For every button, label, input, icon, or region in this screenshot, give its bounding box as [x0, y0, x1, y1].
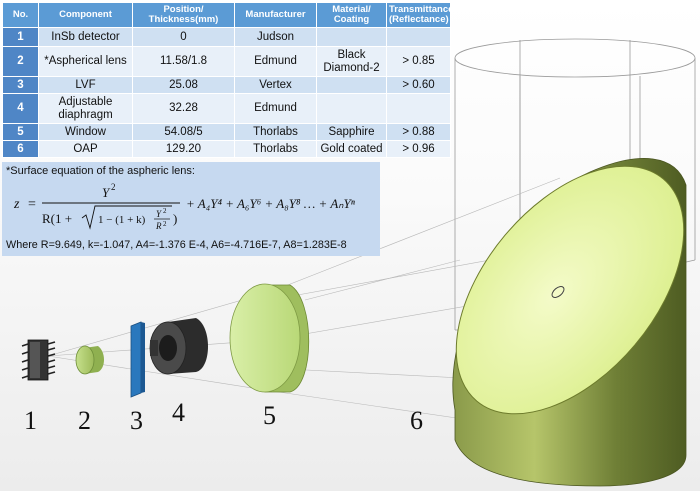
component-table: No. Component Position/ Thickness(mm) Ma… [2, 2, 453, 158]
adjustable-diaphragm [149, 318, 208, 375]
equation-parameters: Where R=9.649, k=-1.047, A4=-1.376 E-4, … [6, 239, 347, 251]
header-position: Position/ Thickness(mm) [132, 2, 235, 28]
transmittance-cell [386, 27, 451, 47]
manufacturer-cell: Thorlabs [234, 140, 317, 158]
label-component-2: 2 [78, 406, 91, 435]
lvf-filter [130, 321, 145, 398]
header-material: Material/ Coating [316, 2, 387, 28]
header-transmittance: Transmittance (Reflectance) [386, 2, 453, 28]
component-cell: *Aspherical lens [38, 46, 133, 77]
position-cell: 0 [132, 27, 235, 47]
label-component-3: 3 [130, 406, 143, 435]
equation-note: *Surface equation of the aspheric lens: [6, 165, 195, 177]
material-cell [316, 76, 387, 94]
eq-sqrt-sign [81, 205, 172, 230]
header-no: No. [2, 2, 39, 28]
eq-inner-den-exp: 2 [163, 220, 167, 228]
row-number: 6 [2, 140, 39, 158]
manufacturer-cell: Edmund [234, 46, 317, 77]
material-cell: Black Diamond-2 [316, 46, 387, 77]
equation-box: *Surface equation of the aspheric lens: … [2, 162, 380, 256]
position-cell: 54.08/5 [132, 123, 235, 141]
eq-inner-num: Y [156, 209, 162, 219]
component-cell: LVF [38, 76, 133, 94]
table-row: 3 LVF 25.08 Vertex > 0.60 [2, 76, 451, 94]
oap-mirror [452, 158, 687, 487]
manufacturer-cell: Vertex [234, 76, 317, 94]
eq-numerator-exp: 2 [111, 182, 116, 192]
aspherical-lens [75, 345, 104, 375]
eq-denominator-start: R(1 + [42, 211, 72, 226]
material-cell [316, 93, 387, 124]
component-cell: OAP [38, 140, 133, 158]
material-cell: Gold coated [316, 140, 387, 158]
transmittance-cell [386, 93, 451, 124]
aspheric-equation: z = Y 2 R(1 + 1 − (1 + k) Y 2 R 2 ) + A₄… [13, 182, 356, 231]
material-cell [316, 27, 387, 47]
label-component-5: 5 [263, 401, 276, 430]
row-number: 3 [2, 76, 39, 94]
label-component-6: 6 [410, 406, 423, 435]
manufacturer-cell: Judson [234, 27, 317, 47]
eq-sqrt-content: 1 − (1 + k) [98, 214, 146, 226]
transmittance-cell: > 0.96 [386, 140, 451, 158]
header-manufacturer: Manufacturer [234, 2, 317, 28]
row-number: 4 [2, 93, 39, 124]
position-cell: 11.58/1.8 [132, 46, 235, 77]
manufacturer-cell: Thorlabs [234, 123, 317, 141]
table-row: 5 Window 54.08/5 Thorlabs Sapphire > 0.8… [2, 123, 451, 141]
manufacturer-cell: Edmund [234, 93, 317, 124]
table-row: 6 OAP 129.20 Thorlabs Gold coated > 0.96 [2, 140, 451, 158]
eq-numerator: Y [102, 185, 111, 200]
table-row: 2 *Aspherical lens 11.58/1.8 Edmund Blac… [2, 46, 451, 77]
eq-equals: = [28, 197, 36, 212]
position-cell: 129.20 [132, 140, 235, 158]
component-cell: Window [38, 123, 133, 141]
row-number: 1 [2, 27, 39, 47]
material-cell: Sapphire [316, 123, 387, 141]
position-cell: 32.28 [132, 93, 235, 124]
header-component: Component [38, 2, 133, 28]
transmittance-cell: > 0.85 [386, 46, 451, 77]
row-number: 5 [2, 123, 39, 141]
row-number: 2 [2, 46, 39, 77]
table-row: 4 Adjustable diaphragm 32.28 Edmund [2, 93, 451, 124]
eq-inner-den: R [155, 221, 162, 231]
component-cell: InSb detector [38, 27, 133, 47]
table-header-row: No. Component Position/ Thickness(mm) Ma… [2, 2, 453, 28]
table-row: 1 InSb detector 0 Judson [2, 27, 451, 47]
label-component-1: 1 [24, 406, 37, 435]
window-component [229, 283, 310, 393]
transmittance-cell: > 0.88 [386, 123, 451, 141]
position-cell: 25.08 [132, 76, 235, 94]
eq-close-paren: ) [173, 211, 177, 226]
eq-polynomial-terms: + A₄Y⁴ + A₆Y⁶ + A₈Y⁸ … + AₙYⁿ [186, 196, 356, 211]
label-component-4: 4 [172, 398, 185, 427]
component-cell: Adjustable diaphragm [38, 93, 133, 124]
insb-detector [21, 339, 56, 381]
eq-z: z [13, 197, 20, 212]
transmittance-cell: > 0.60 [386, 76, 451, 94]
eq-inner-num-exp: 2 [163, 207, 167, 215]
